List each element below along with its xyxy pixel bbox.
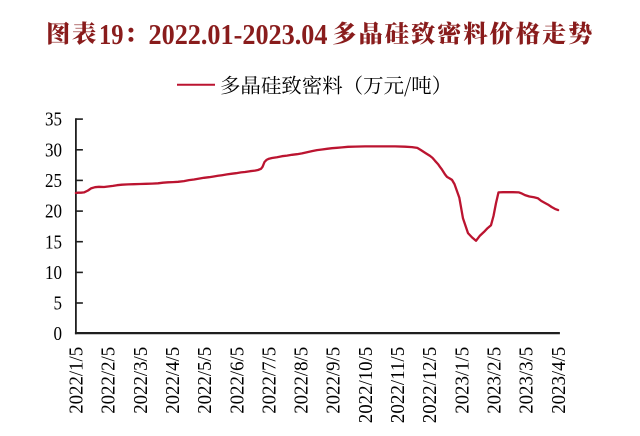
svg-text:2022/9/5: 2022/9/5 bbox=[323, 347, 345, 414]
svg-text:2022/11/5: 2022/11/5 bbox=[387, 347, 409, 423]
svg-text:2022/4/5: 2022/4/5 bbox=[162, 347, 184, 414]
svg-text:25: 25 bbox=[45, 170, 62, 192]
svg-text:20: 20 bbox=[45, 201, 62, 223]
svg-text:2022/5/5: 2022/5/5 bbox=[194, 347, 216, 414]
svg-text:2022.01-2023.04: 2022.01-2023.04 bbox=[149, 19, 328, 51]
svg-text:2023/1/5: 2023/1/5 bbox=[451, 347, 473, 414]
svg-text:19: 19 bbox=[99, 19, 124, 51]
svg-text:2022/8/5: 2022/8/5 bbox=[291, 347, 313, 414]
svg-text:2022/7/5: 2022/7/5 bbox=[258, 347, 280, 414]
svg-text:2023/3/5: 2023/3/5 bbox=[516, 347, 538, 414]
svg-text:5: 5 bbox=[54, 293, 63, 315]
svg-text:0: 0 bbox=[54, 323, 63, 345]
svg-text:2022/2/5: 2022/2/5 bbox=[98, 347, 120, 414]
svg-text:15: 15 bbox=[45, 231, 62, 253]
svg-text:30: 30 bbox=[45, 139, 62, 161]
svg-text:2023/4/5: 2023/4/5 bbox=[548, 347, 570, 414]
svg-text:10: 10 bbox=[45, 262, 62, 284]
svg-text:35: 35 bbox=[45, 109, 62, 131]
svg-text:2022/12/5: 2022/12/5 bbox=[419, 347, 441, 423]
svg-text:2022/3/5: 2022/3/5 bbox=[130, 347, 152, 414]
svg-text:2022/1/5: 2022/1/5 bbox=[66, 347, 88, 414]
svg-text:2022/10/5: 2022/10/5 bbox=[355, 347, 377, 423]
svg-text:2022/6/5: 2022/6/5 bbox=[226, 347, 248, 414]
svg-text:2023/2/5: 2023/2/5 bbox=[484, 347, 506, 414]
